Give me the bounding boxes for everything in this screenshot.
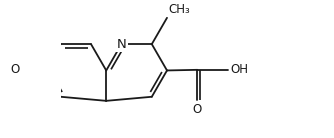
Text: OH: OH bbox=[230, 63, 248, 76]
Text: N: N bbox=[117, 38, 126, 51]
Text: O: O bbox=[193, 103, 202, 116]
Text: CH₃: CH₃ bbox=[169, 3, 190, 16]
Text: O: O bbox=[10, 63, 20, 76]
